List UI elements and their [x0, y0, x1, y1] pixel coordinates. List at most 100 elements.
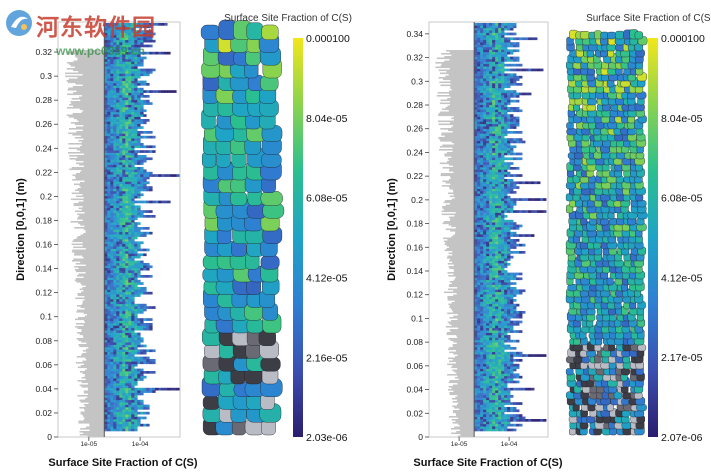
gray-strip [77, 275, 105, 277]
heatmap-cell [486, 174, 490, 177]
heatmap-cell [483, 159, 487, 163]
heatmap-cell [122, 121, 126, 125]
heatmap-cell [119, 179, 123, 182]
heatmap-cell [519, 138, 523, 141]
heatmap-cell [513, 366, 517, 369]
heatmap-cell [104, 155, 108, 158]
heatmap-cell [128, 162, 132, 165]
heatmap-cell [122, 313, 126, 317]
heatmap-cell [507, 416, 511, 420]
heatmap-cell [119, 332, 123, 336]
heatmap-cell [164, 23, 168, 26]
gray-strip [85, 405, 105, 408]
heatmap-cell [110, 375, 114, 379]
heatmap-cell [110, 37, 114, 41]
heatmap-cell [128, 426, 132, 429]
heatmap-cell [104, 260, 108, 264]
heatmap-cell [119, 200, 123, 204]
heatmap-cell [516, 109, 520, 113]
heatmap-cell [140, 359, 144, 362]
heatmap-cell [492, 347, 496, 350]
heatmap-cell [116, 260, 120, 264]
heatmap-cell [131, 251, 135, 254]
heatmap-cell [122, 181, 126, 185]
gray-strip [455, 227, 475, 229]
heatmap-cell [104, 42, 108, 45]
heatmap-cell [161, 387, 165, 391]
gray-strip [85, 378, 105, 381]
heatmap-cell [131, 135, 135, 139]
heatmap-cell [131, 416, 135, 420]
gray-strip [81, 303, 105, 306]
heatmap-cell [128, 193, 132, 197]
gray-strip [83, 324, 105, 327]
heatmap-cell [489, 241, 493, 245]
heatmap-cell [507, 399, 511, 403]
heatmap-cell [495, 411, 499, 415]
heatmap-cell [492, 243, 496, 247]
heatmap-cell [137, 402, 141, 405]
heatmap-cell [492, 421, 496, 425]
heatmap-cell [107, 109, 111, 113]
heatmap-cell [483, 188, 487, 192]
heatmap-cell [125, 162, 129, 165]
heatmap-cell [125, 193, 129, 197]
heatmap-cell [131, 133, 135, 137]
heatmap-cell [537, 210, 541, 213]
heatmap-cell [492, 167, 496, 170]
heatmap-cell [113, 426, 117, 429]
heatmap-cell [486, 315, 490, 319]
heatmap-cell [122, 145, 126, 149]
heatmap-cell [495, 272, 499, 276]
heatmap-cell [480, 421, 484, 425]
heatmap-cell [498, 399, 502, 403]
heatmap-cell [134, 229, 138, 233]
heatmap-cell [125, 363, 129, 367]
heatmap-cell [134, 342, 138, 345]
heatmap-cell [146, 215, 150, 218]
heatmap-cell [474, 311, 478, 314]
heatmap-cell [501, 332, 505, 336]
gray-strip [458, 402, 475, 405]
heatmap-cell [128, 318, 132, 321]
heatmap-cell [498, 255, 502, 259]
heatmap-cell [122, 325, 126, 329]
gray-strip [452, 345, 475, 348]
heatmap-cell [119, 339, 123, 343]
heatmap-cell [113, 387, 117, 391]
heatmap-cell [125, 385, 129, 389]
heatmap-cell [474, 159, 478, 163]
heatmap-cell [125, 253, 129, 257]
heatmap-cell [125, 236, 129, 240]
gray-strip [439, 111, 475, 114]
gray-strip [80, 411, 105, 414]
heatmap-cell [507, 188, 511, 192]
heatmap-cell [155, 387, 159, 391]
heatmap-cell [498, 169, 502, 173]
heatmap-cell [495, 301, 499, 305]
heatmap-cell [113, 171, 117, 175]
heatmap-cell [122, 428, 126, 432]
heatmap-cell [477, 277, 481, 281]
gray-strip [80, 306, 105, 309]
heatmap-cell [507, 361, 511, 365]
heatmap-cell [492, 157, 496, 161]
heatmap-cell [104, 392, 108, 396]
heatmap-cell [110, 116, 114, 120]
heatmap-cell [492, 147, 496, 151]
gray-strip [435, 66, 475, 69]
heatmap-cell [131, 73, 135, 77]
heatmap-cell [125, 330, 129, 333]
heatmap-cell [516, 409, 520, 413]
gray-strip [74, 252, 105, 255]
heatmap-cell [125, 59, 129, 62]
heatmap-cell [507, 198, 511, 201]
heatmap-cell [489, 383, 493, 386]
heatmap-cell [110, 222, 114, 225]
heatmap-cell [119, 116, 123, 120]
heatmap-cell [137, 56, 141, 60]
heatmap-cell [483, 289, 487, 293]
heatmap-cell [125, 47, 129, 50]
heatmap-cell [161, 174, 165, 177]
heatmap-cell [116, 351, 120, 355]
